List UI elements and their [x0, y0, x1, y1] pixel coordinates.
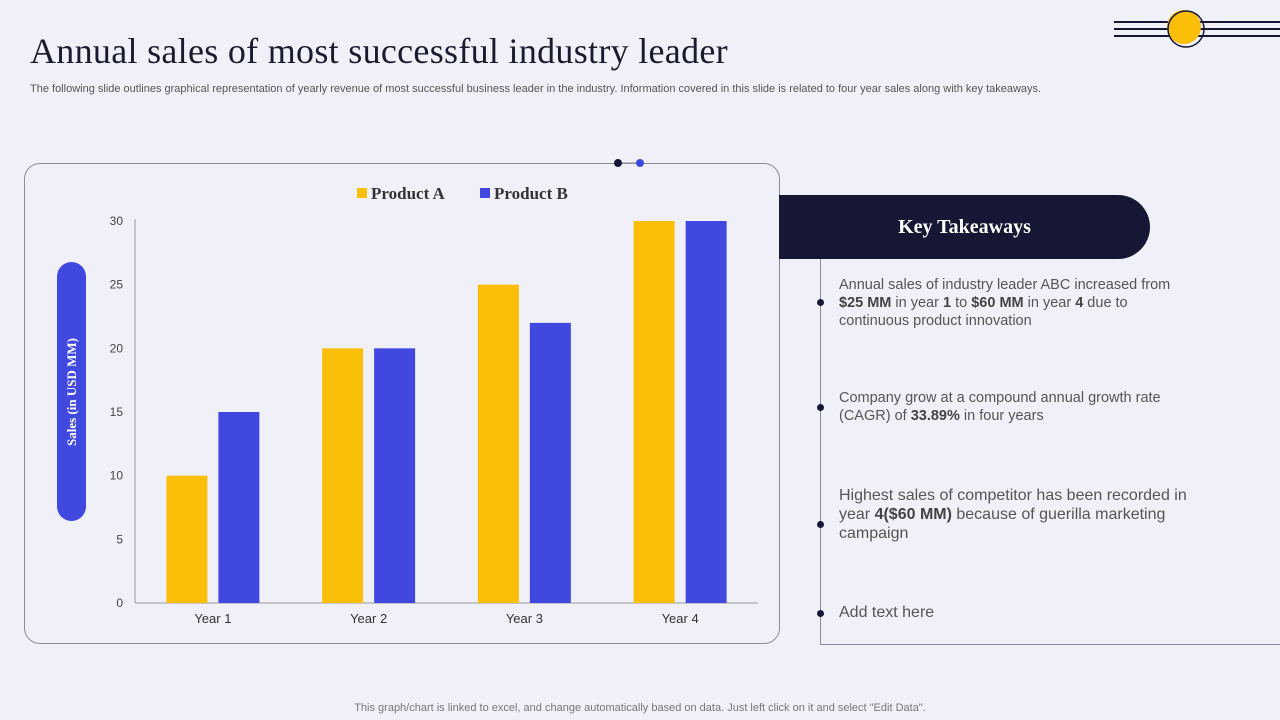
takeaway-text: Add text here [839, 604, 935, 621]
y-tick-label: 20 [110, 341, 124, 355]
x-tick-label: Year 4 [662, 611, 699, 626]
y-tick-label: 0 [116, 596, 123, 610]
takeaway-text: in year [1023, 295, 1076, 311]
decorative-sun-lines [1114, 10, 1280, 48]
takeaway-highlight: $25 MM [839, 295, 892, 311]
bar-product-a [166, 475, 208, 603]
takeaway-text: in four years [959, 408, 1044, 424]
takeaway-highlight: 4($60 MM) [874, 506, 952, 523]
bar-product-a [633, 221, 675, 603]
legend-label: Product A [371, 184, 446, 203]
x-tick-label: Year 2 [350, 611, 387, 626]
y-axis-label-pill [57, 262, 86, 521]
bar-product-b [218, 412, 260, 603]
takeaway-text: because of guerilla marketing campaign [839, 506, 1166, 542]
y-tick-label: 15 [110, 405, 124, 419]
y-tick-label: 5 [116, 532, 123, 546]
x-tick-label: Year 1 [194, 611, 231, 626]
chart-card: 0 5 10 15 20 25 30 Year 1 Year 2 Year 3 Year 4 Prod… [24, 163, 780, 644]
x-tick-label: Year 3 [506, 611, 543, 626]
bullet-dot [817, 404, 824, 411]
bar-product-a [477, 284, 519, 603]
takeaway-text: Annual sales of industry leader ABC incr… [839, 277, 1171, 293]
takeaway-item-4: Add text here [839, 604, 1189, 622]
y-tick-label: 30 [110, 214, 124, 228]
legend-swatch [357, 188, 367, 198]
page-subtitle: The following slide outlines graphical r… [30, 83, 1042, 95]
key-takeaways-banner: Key Takeaways [779, 195, 1150, 259]
takeaway-text: Highest sales of competitor has been rec… [839, 487, 1187, 523]
bar-product-a [322, 348, 364, 603]
bar-product-b [685, 221, 727, 603]
decorative-dots [614, 159, 644, 167]
takeaway-text: Company grow at a compound annual growth… [839, 390, 1161, 424]
takeaway-item-3: Highest sales of competitor has been rec… [839, 486, 1189, 543]
key-takeaways-title: Key Takeaways [898, 215, 1031, 238]
takeaway-item-2: Company grow at a compound annual growth… [839, 389, 1189, 425]
takeaways-bottom-line [820, 644, 1280, 645]
takeaways-divider [820, 259, 821, 645]
legend-swatch [480, 188, 490, 198]
takeaway-text: due to continuous product innovation [839, 295, 1128, 329]
bullet-dot [817, 610, 824, 617]
bar-chart[interactable]: 0 5 10 15 20 25 30 Year 1 Year 2 Year 3 Year 4 Prod… [25, 164, 781, 645]
bullet-dot [817, 299, 824, 306]
takeaway-highlight: $60 MM [971, 295, 1024, 311]
takeaway-text: in year [891, 295, 943, 311]
bullet-dot [817, 521, 824, 528]
takeaway-highlight: 1 [942, 295, 952, 311]
takeaway-highlight: 33.89% [910, 408, 960, 424]
bar-product-b [529, 322, 571, 603]
takeaway-item-1: Annual sales of industry leader ABC incr… [839, 276, 1189, 330]
bar-product-b [374, 348, 416, 603]
footer-note: This graph/chart is linked to excel, and… [354, 702, 926, 714]
takeaway-text: to [951, 295, 972, 311]
y-tick-label: 25 [110, 278, 124, 292]
legend-label: Product B [494, 184, 568, 203]
y-axis-label: Sales (in USD MM) [64, 338, 79, 446]
page-title: Annual sales of most successful industry… [30, 31, 728, 71]
takeaway-highlight: 4 [1075, 295, 1084, 311]
y-tick-label: 10 [110, 469, 124, 483]
